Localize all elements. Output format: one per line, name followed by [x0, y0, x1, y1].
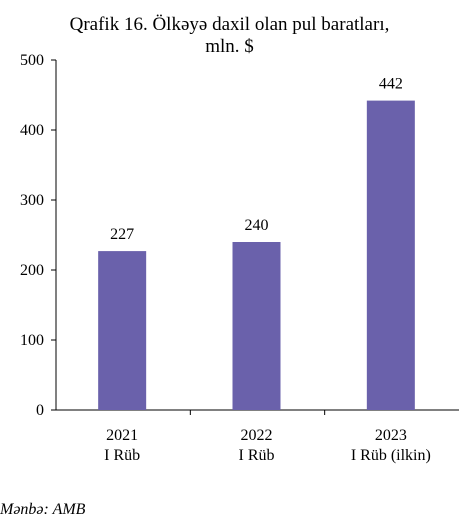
- y-tick-label: 300: [20, 192, 44, 209]
- x-tick-label-quarter: I Rüb (ilkin): [351, 447, 431, 464]
- x-tick-label-quarter: I Rüb: [104, 447, 140, 464]
- y-tick-label: 0: [36, 402, 44, 419]
- x-tick-label-year: 2023: [375, 427, 407, 444]
- x-tick-label-year: 2021: [106, 427, 138, 444]
- y-tick-label: 200: [20, 262, 44, 279]
- x-tick-label-quarter: I Rüb: [239, 447, 275, 464]
- y-tick-label: 400: [20, 122, 44, 139]
- data-label: 227: [110, 226, 134, 243]
- y-tick-label: 500: [20, 52, 44, 69]
- source-note: Mənbə: AMB: [0, 501, 86, 518]
- x-tick-label-year: 2022: [241, 427, 273, 444]
- data-label: 442: [379, 76, 403, 93]
- chart-title-line1: Qrafik 16. Ölkəyə daxil olan pul baratla…: [69, 14, 390, 35]
- chart-title-line2: mln. $: [205, 36, 254, 57]
- y-tick-label: 100: [20, 332, 44, 349]
- data-label: 240: [245, 217, 269, 234]
- bar: [232, 242, 281, 410]
- bar: [366, 100, 415, 410]
- bar: [98, 251, 147, 410]
